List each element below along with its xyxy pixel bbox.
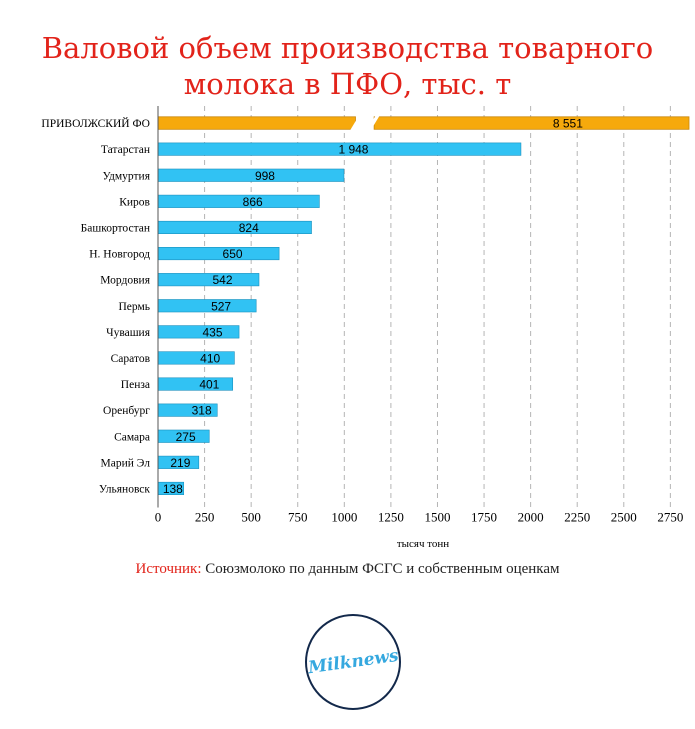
x-tick-label: 2250 bbox=[564, 510, 590, 525]
bar bbox=[157, 273, 260, 287]
x-tick-label: 0 bbox=[155, 510, 162, 525]
x-axis-title: тысяч тонн bbox=[396, 538, 450, 550]
category-label: Чувашия bbox=[106, 327, 151, 339]
bar bbox=[157, 194, 320, 208]
bar bbox=[157, 299, 257, 313]
x-tick-label: 2500 bbox=[611, 510, 637, 525]
data-label: 219 bbox=[170, 456, 190, 470]
category-label: Татарстан bbox=[101, 144, 150, 156]
data-label: 650 bbox=[223, 247, 243, 261]
x-tick-label: 1250 bbox=[378, 510, 404, 525]
category-label: Марий Эл bbox=[101, 457, 151, 469]
x-tick-label: 2750 bbox=[657, 510, 683, 525]
category-label: Пенза bbox=[121, 379, 150, 391]
data-label: 824 bbox=[239, 221, 259, 235]
data-label: 8 551 bbox=[553, 117, 583, 131]
category-label: Саратов bbox=[111, 353, 151, 365]
bar bbox=[157, 325, 240, 339]
category-label: Пермь bbox=[118, 301, 150, 313]
category-label: Башкортостан bbox=[81, 222, 150, 234]
source-note: Источник: Союзмолоко по данным ФСГС и со… bbox=[0, 561, 695, 578]
logo-text: Milknews bbox=[306, 645, 400, 679]
data-label: 1 948 bbox=[338, 143, 368, 157]
chart-title: Валовой объем производства товарного мол… bbox=[0, 30, 695, 102]
x-tick-label: 2000 bbox=[518, 510, 544, 525]
category-label: Ульяновск bbox=[99, 483, 150, 495]
data-label: 138 bbox=[163, 482, 183, 496]
x-tick-label: 250 bbox=[195, 510, 215, 525]
source-text: Союзмолоко по данным ФСГС и собственным … bbox=[205, 561, 560, 577]
data-label: 318 bbox=[192, 404, 212, 418]
bar bbox=[157, 220, 312, 234]
bar bbox=[157, 116, 356, 130]
axis-break-mark bbox=[366, 114, 381, 132]
category-label: Оренбург bbox=[103, 405, 150, 417]
bar bbox=[157, 168, 345, 182]
data-label: 542 bbox=[212, 273, 232, 287]
data-label: 866 bbox=[243, 195, 263, 209]
x-tick-label: 500 bbox=[241, 510, 261, 525]
category-label: Мордовия bbox=[100, 275, 150, 287]
data-label: 275 bbox=[176, 430, 196, 444]
x-tick-label: 1000 bbox=[331, 510, 357, 525]
bar-chart: 0 250 500 750 1000 1250 1500 1750 2000 2250 2500 27… bbox=[41, 106, 690, 525]
chart-title-line-2: молока в ПФО, тыс. т bbox=[183, 67, 512, 101]
data-label: 527 bbox=[211, 299, 231, 313]
data-label: 435 bbox=[203, 325, 223, 339]
data-label: 410 bbox=[200, 351, 220, 365]
milknews-logo: Milknews bbox=[305, 614, 401, 710]
bar bbox=[157, 377, 234, 391]
source-label: Источник: bbox=[135, 561, 202, 577]
category-label: Киров bbox=[119, 196, 150, 208]
bar bbox=[157, 351, 235, 365]
x-tick-label: 1750 bbox=[471, 510, 497, 525]
bar bbox=[157, 247, 280, 261]
chart-title-line-1: Валовой объем производства товарного bbox=[41, 31, 654, 65]
category-label: ПРИВОЛЖСКИЙ ФО bbox=[41, 116, 150, 130]
category-label: Удмуртия bbox=[103, 170, 151, 182]
bar bbox=[373, 116, 690, 130]
data-label: 998 bbox=[255, 169, 275, 183]
x-tick-label: 750 bbox=[288, 510, 308, 525]
x-tick-label: 1500 bbox=[424, 510, 450, 525]
axis-break-mark bbox=[349, 114, 366, 132]
data-label: 401 bbox=[199, 378, 219, 392]
category-label: Н. Новгород bbox=[89, 249, 150, 261]
category-label: Самара bbox=[114, 431, 150, 443]
